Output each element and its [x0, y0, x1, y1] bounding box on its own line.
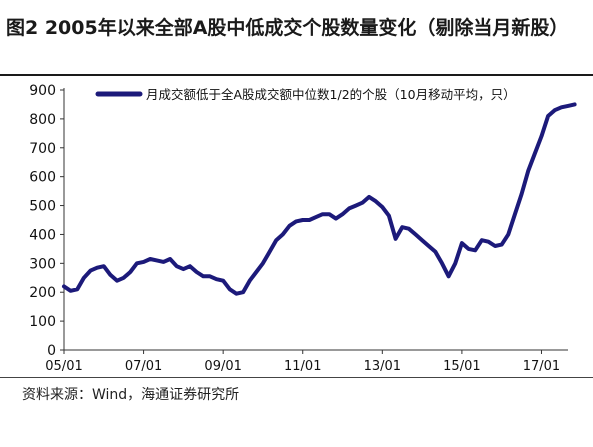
y-tick-label: 700: [29, 141, 56, 157]
legend-label: 月成交额低于全A股成交额中位数1/2的个股（10月移动平均，只）: [146, 87, 516, 102]
line-chart: 0 100 200 300 400 500 600 700 800 900 05/01 07/01 09…: [29, 83, 577, 374]
chart-axes: 0 100 200 300 400 500 600 700 800 900 05/01 07/01 09…: [29, 83, 568, 374]
x-tick-label: 07/01: [125, 359, 162, 374]
x-tick-label: 11/01: [284, 359, 321, 374]
title-divider: [0, 74, 593, 76]
y-tick-label: 800: [29, 112, 56, 128]
y-tick-label: 900: [29, 83, 56, 99]
x-tick-label: 17/01: [523, 359, 560, 374]
x-tick-label: 15/01: [443, 359, 480, 374]
x-tick-label: 05/01: [45, 359, 82, 374]
y-tick-label: 300: [29, 256, 56, 272]
y-tick-label: 500: [29, 199, 56, 215]
chart-legend: 月成交额低于全A股成交额中位数1/2的个股（10月移动平均，只）: [95, 87, 516, 102]
y-tick-label: 0: [47, 343, 56, 359]
series-line: [62, 102, 577, 296]
y-tick-label: 100: [29, 314, 56, 330]
footer-divider: [0, 377, 593, 378]
y-tick-label: 200: [29, 285, 56, 301]
chart-title: 图2 2005年以来全部A股中低成交个股数量变化（剔除当月新股）: [6, 17, 569, 39]
y-tick-label: 600: [29, 170, 56, 186]
series-layer: [62, 102, 577, 296]
y-tick-label: 400: [29, 227, 56, 243]
x-tick-label: 09/01: [204, 359, 241, 374]
x-tick-label: 13/01: [364, 359, 401, 374]
source-note: 资料来源：Wind，海通证券研究所: [22, 387, 240, 403]
